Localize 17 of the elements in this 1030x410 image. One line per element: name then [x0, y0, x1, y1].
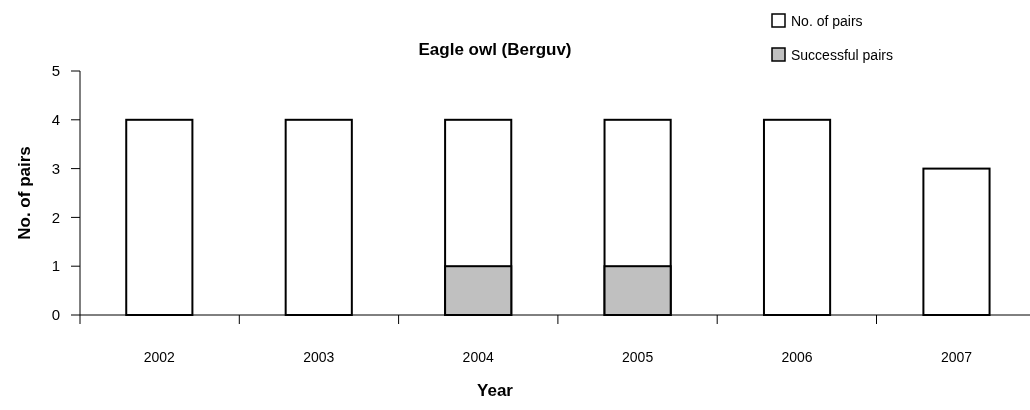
legend-label: No. of pairs [791, 12, 863, 29]
y-tick-label: 5 [51, 62, 60, 80]
x-tick-label: 2003 [303, 349, 335, 365]
y-tick-label: 2 [51, 208, 60, 226]
y-tick-label: 3 [51, 159, 60, 177]
x-tick-label: 2006 [781, 349, 813, 365]
x-tick-label: 2004 [462, 349, 494, 365]
chart-title: Eagle owl (Berguv) [418, 40, 572, 59]
y-axis-title: No. of pairs [15, 146, 34, 240]
y-tick-label: 1 [51, 257, 60, 275]
y-tick-label: 0 [51, 306, 60, 324]
x-tick-label: 2002 [143, 349, 176, 365]
x-tick-label: 2005 [622, 349, 654, 365]
x-axis-title: Year [477, 381, 514, 400]
legend-label: Successful pairs [791, 46, 893, 63]
x-tick-label: 2007 [940, 349, 973, 365]
y-tick-label: 4 [51, 111, 60, 129]
